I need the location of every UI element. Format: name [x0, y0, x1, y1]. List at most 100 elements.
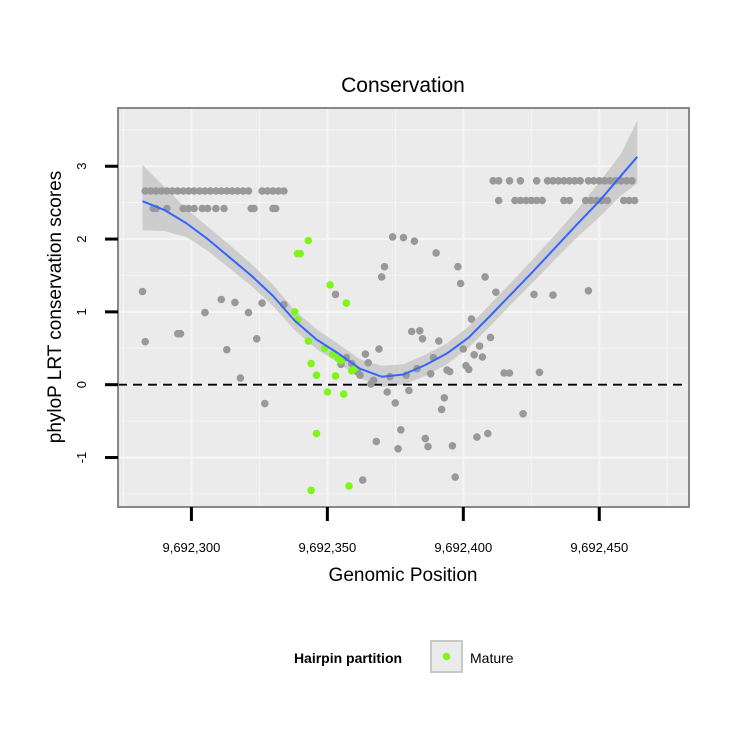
mature-point	[342, 299, 351, 307]
other-point	[138, 287, 147, 296]
other-point	[184, 204, 193, 213]
other-point	[565, 196, 574, 205]
other-point	[500, 369, 508, 377]
confidence-band	[142, 120, 638, 387]
other-point	[184, 187, 193, 195]
other-point	[584, 287, 593, 295]
other-point	[432, 249, 440, 257]
legend: Hairpin partition Mature	[294, 640, 514, 673]
other-point	[486, 333, 495, 342]
other-point	[625, 196, 633, 205]
mature-point	[323, 388, 332, 396]
other-point	[410, 237, 419, 245]
loess-line	[142, 156, 639, 378]
y-tick-label: 1	[74, 308, 89, 315]
mature-point	[312, 429, 321, 438]
chart-title: Conservation	[341, 74, 465, 97]
other-point	[554, 177, 563, 185]
mature-point	[331, 372, 340, 380]
other-point	[581, 196, 590, 205]
other-point	[212, 187, 220, 195]
other-point	[576, 177, 584, 185]
other-point	[190, 204, 198, 213]
mature-point	[290, 308, 299, 316]
other-point	[571, 177, 579, 185]
other-point	[484, 429, 492, 438]
other-point	[489, 177, 498, 185]
other-point	[465, 365, 473, 374]
other-point	[152, 187, 160, 195]
other-point	[418, 335, 427, 343]
other-point	[269, 187, 277, 195]
mature-point	[345, 482, 353, 490]
other-point	[407, 327, 416, 336]
other-point	[252, 335, 261, 343]
other-point	[478, 353, 487, 361]
other-point	[516, 196, 525, 205]
legend-title: Hairpin partition	[294, 650, 402, 666]
other-point	[250, 204, 258, 213]
other-point	[532, 177, 541, 185]
mature-point	[312, 371, 321, 380]
other-point	[258, 299, 266, 307]
other-point	[505, 369, 514, 377]
other-point	[358, 476, 367, 484]
mature-point	[296, 249, 305, 258]
mature-point	[304, 236, 313, 245]
mature-point	[307, 359, 315, 368]
other-point	[231, 298, 239, 307]
mature-point	[307, 486, 315, 495]
other-point	[217, 187, 226, 195]
other-point	[549, 177, 557, 185]
other-point	[426, 370, 435, 378]
x-tick-label: 9,692,350	[298, 540, 356, 555]
other-point	[505, 177, 514, 185]
other-point	[223, 345, 231, 354]
other-point	[595, 177, 604, 185]
mature-point	[337, 356, 345, 365]
other-point	[467, 315, 476, 323]
other-point	[532, 196, 541, 205]
other-point	[492, 288, 500, 297]
other-point	[364, 359, 373, 367]
other-point	[388, 233, 397, 241]
confidence-band-area	[142, 120, 638, 387]
other-point	[236, 374, 245, 382]
other-point	[628, 177, 636, 185]
other-point	[377, 273, 386, 281]
other-point	[584, 177, 593, 185]
other-point	[274, 187, 283, 195]
panel-background	[118, 108, 689, 507]
other-point	[606, 177, 614, 185]
other-point	[201, 187, 209, 195]
other-point	[157, 187, 166, 195]
other-point	[622, 177, 631, 185]
other-point	[220, 204, 228, 213]
other-point	[206, 187, 215, 195]
other-point	[587, 196, 595, 205]
other-point	[244, 308, 253, 317]
other-point	[527, 196, 536, 205]
other-point	[451, 473, 460, 481]
other-point	[380, 262, 389, 271]
other-point	[543, 177, 552, 185]
other-point	[394, 445, 402, 453]
other-point	[535, 368, 544, 377]
y-tick-label: -1	[74, 452, 89, 464]
other-point	[399, 233, 408, 242]
smooth-line	[142, 156, 639, 378]
other-point	[435, 337, 443, 345]
other-point	[519, 410, 527, 418]
other-point	[372, 437, 381, 446]
other-point	[375, 345, 383, 353]
other-point	[437, 405, 446, 414]
other-point	[511, 196, 519, 205]
mature-point	[304, 337, 313, 345]
other-point	[405, 386, 413, 395]
y-tick-label: 0	[74, 381, 89, 388]
other-point	[530, 290, 538, 299]
mature-point	[339, 390, 348, 398]
x-tick-label: 9,692,400	[434, 540, 492, 555]
other-point	[445, 367, 454, 376]
